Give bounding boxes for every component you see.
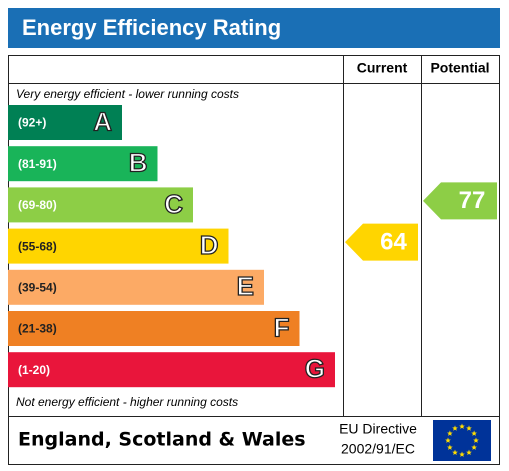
title-bar (8, 8, 500, 48)
star (445, 437, 451, 443)
band-letter: F (274, 312, 290, 342)
band-letter: A (93, 106, 112, 136)
band (8, 352, 335, 388)
star (473, 437, 479, 443)
star (447, 444, 453, 450)
star (471, 444, 477, 450)
title: Energy Efficiency Rating (22, 15, 281, 40)
star (466, 425, 472, 431)
band-range: (21-38) (18, 322, 57, 336)
band-range: (1-20) (18, 363, 50, 377)
rating-value: 64 (380, 228, 407, 255)
footer-directive: EU Directive (339, 421, 417, 437)
bottom-note: Not energy efficient - higher running co… (16, 395, 238, 409)
band (8, 146, 158, 182)
footer-region: England, Scotland & Wales (18, 429, 306, 451)
band-letter: G (305, 354, 325, 384)
band (8, 269, 264, 305)
band-range: (39-54) (18, 280, 57, 294)
star (466, 449, 472, 456)
band-range: (69-80) (18, 198, 57, 212)
band (8, 105, 122, 140)
band-letter: C (164, 189, 183, 219)
band-letter: B (129, 148, 148, 178)
star (459, 423, 465, 429)
band-letter: E (237, 271, 254, 301)
band-range: (55-68) (18, 239, 57, 253)
band (8, 311, 300, 346)
top-note: Very energy efficient - lower running co… (16, 87, 239, 101)
rating-value: 77 (459, 187, 486, 214)
star (471, 430, 477, 436)
eu-stars (445, 423, 479, 457)
star (459, 451, 465, 457)
column-header: Current (357, 60, 408, 76)
band (8, 187, 193, 223)
star (452, 425, 458, 431)
band (8, 228, 229, 264)
band-range: (92+) (18, 116, 46, 130)
band-letter: D (200, 230, 219, 260)
star (452, 449, 458, 456)
star (447, 430, 453, 436)
column-header: Potential (430, 60, 489, 76)
rating-arrow (345, 223, 418, 261)
footer-directive: 2002/91/EC (341, 441, 415, 457)
band-range: (81-91) (18, 157, 57, 171)
rating-arrow (423, 182, 497, 220)
